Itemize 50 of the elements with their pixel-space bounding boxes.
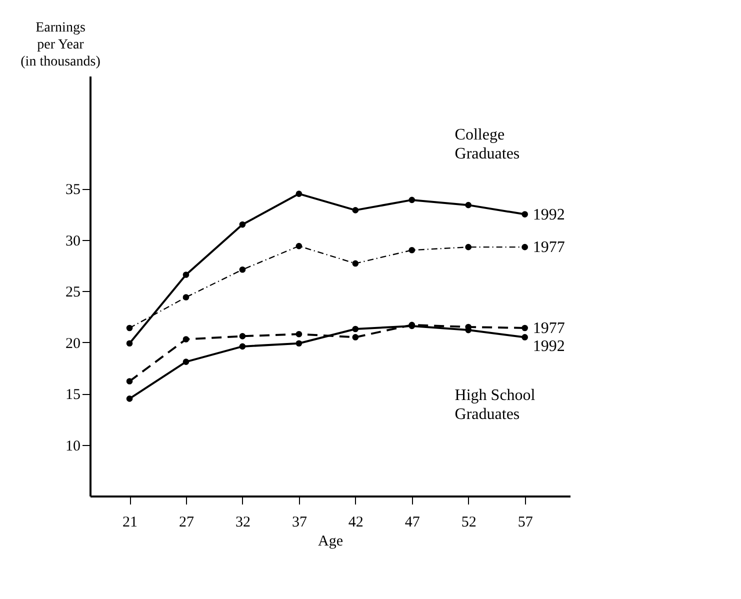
point [182,272,190,278]
point [182,358,190,365]
x-tick-label: 42 [348,514,364,530]
annotation: High School Graduates [454,386,536,423]
point [352,326,359,332]
x-tick-label: 32 [235,514,250,530]
point [408,196,416,204]
point [126,340,133,347]
point [522,334,528,340]
point [465,244,472,250]
annotation: College Graduates [454,126,520,162]
point [182,336,190,342]
point [352,334,359,340]
point [239,221,246,228]
point [126,378,133,384]
x-tick-label: 52 [461,514,476,530]
point [522,211,528,218]
x-tick-label: 47 [404,514,420,530]
point [126,324,133,332]
series-label: 1977 [532,239,565,256]
y-tick-label: 30 [66,233,80,250]
y-axis-title: Earnings per Year (in thousands) [20,20,101,70]
series-label: 1992 [532,338,565,355]
point [352,207,359,214]
point [352,260,359,267]
y-tick-label: 35 [66,182,80,198]
point [296,330,302,338]
y-tick-label: 15 [66,387,80,404]
y-tick-label: 10 [66,438,80,454]
x-tick-label: 21 [122,514,138,530]
series-label: 1992 [532,206,565,224]
point [296,242,302,250]
point [296,190,302,197]
series-label: 1977 [532,320,565,337]
point [239,343,246,350]
point [239,266,246,273]
x-tick-label: 37 [292,514,308,530]
point [296,340,302,347]
x-axis-title: Age [318,534,344,550]
y-tick-label: 25 [66,284,80,301]
point [126,396,133,402]
point [522,324,528,332]
point [522,244,528,250]
point [182,294,190,300]
x-tick-label: 27 [179,514,194,530]
point [465,202,472,208]
point [239,333,246,340]
y-tick-label: 20 [66,336,80,352]
point [408,246,416,254]
x-tick-label: 57 [518,514,534,530]
